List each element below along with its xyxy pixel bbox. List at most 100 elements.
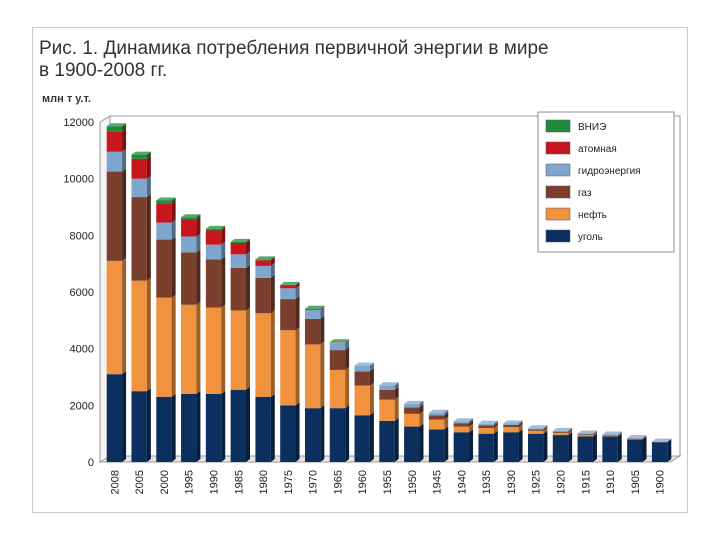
bar-segment-side [345,339,350,351]
bar-segment-side [196,216,201,237]
bar-segment [627,438,643,440]
bar-segment [106,151,123,172]
bar-segment-side [469,423,474,433]
bar-segment-side [394,382,399,390]
bar-segment-side [221,241,226,260]
bar-segment [478,425,494,428]
bar-stack-1995 [181,214,201,462]
y-tick-label: 12000 [63,117,94,129]
x-tick-label: 1970 [308,470,320,494]
bar-segment-side [320,341,325,409]
legend-label: уголь [578,232,603,243]
bar-segment [255,396,271,462]
bar-segment [404,426,420,462]
bar-segment-side [171,236,176,298]
bar-segment [329,342,346,351]
bar-segment-side [444,409,449,416]
bar-segment [131,158,147,179]
bar-segment [379,420,395,462]
y-tick-label: 8000 [70,230,94,242]
bar-segment-side [270,262,275,278]
bar-segment-side [469,418,474,424]
bar-segment [205,228,222,231]
bar-segment-side [444,416,449,430]
bar-segment [304,309,321,319]
bar-segment [528,433,544,462]
bar-segment [230,310,246,390]
bar-segment [106,260,123,375]
bar-segment [503,423,519,425]
bar-segment [131,280,147,392]
bar-top [651,438,672,442]
bar-segment-side [221,227,226,245]
bar-top [602,431,622,435]
bar-segment-side [394,417,399,462]
bar-top [503,420,523,424]
bar-segment-side [295,402,300,462]
bar-segment [304,408,321,462]
x-tick-label: 1920 [555,470,567,494]
bar-segment-side [196,214,201,220]
bar-segment-side [642,435,647,439]
bar-segment-side [667,439,672,462]
bar-segment [131,154,147,159]
bar-segment-side [196,391,201,462]
x-tick-label: 2000 [159,470,171,494]
bar-segment-side [122,168,127,261]
bar-segment-side [617,432,622,436]
bar-segment-side [419,400,424,408]
bar-top [156,197,176,201]
bar-segment [230,254,246,268]
y-tick-label: 0 [88,457,94,469]
bar-top [577,430,597,434]
x-tick-label: 1910 [605,470,617,494]
bar-segment-side [270,257,275,266]
x-tick-label: 2008 [109,470,121,494]
bar-segment-side [518,429,523,462]
bar-segment-side [345,366,350,409]
bar-segment [404,403,420,408]
bar-segment [304,344,321,409]
bar-segment [156,222,172,240]
bar-segment-side [469,429,474,462]
bar-top [106,123,127,127]
bar-stack-1975 [280,281,300,462]
bar-top [528,425,548,429]
bar-segment [428,412,445,416]
bar-segment-side [444,412,449,420]
bar-segment-side [493,420,498,426]
bar-segment-side [617,432,622,437]
bar-top [379,382,399,386]
bar-segment-side [245,251,250,268]
bar-segment [528,428,544,430]
x-tick-labels: 2008 2005 2000 1995 1990 1985 1980 1975 1970 1965… [109,470,666,494]
bar-segment [379,389,395,400]
x-tick-label: 1965 [332,470,344,494]
bar-segment-side [196,249,201,305]
bar-stack-1990 [205,225,226,462]
bar-top [304,305,325,309]
bar-segment-side [122,128,127,152]
bar-stack-1940 [453,418,474,462]
bar-segment [552,435,569,462]
bar-segment-side [221,256,226,308]
bar-stack-1985 [230,238,250,462]
bar-segment [156,203,172,223]
bar-segment-side [171,200,176,223]
y-tick-label: 2000 [70,400,94,412]
bar-segment-side [419,410,424,427]
bar-segment [106,374,123,462]
bar-segment-side [245,307,250,390]
bar-segment-side [270,256,275,261]
bar-segment-side [642,435,647,439]
bar-segment-side [568,432,573,462]
bar-top [205,225,226,229]
bar-segment [205,394,222,462]
bar-segment [255,259,271,261]
bar-segment [577,434,593,436]
bars [106,123,672,462]
bar-stack-1970 [304,305,325,462]
bar-segment [379,385,395,390]
bar-segment-side [568,428,573,433]
bar-segment [602,434,618,436]
